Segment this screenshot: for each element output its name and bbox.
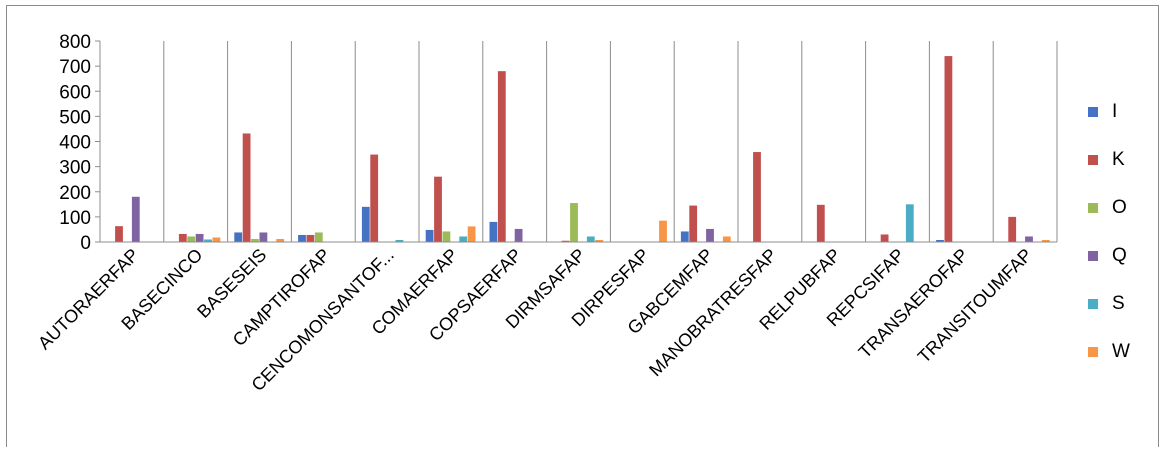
bar-S-dirmsafap [586, 236, 595, 242]
bar-K-cencomonsantof [370, 154, 379, 242]
bar-K-gabcemfap [689, 205, 698, 242]
bar-O-dirmsafap [570, 203, 578, 242]
grid-lines [99, 41, 1058, 242]
y-tick-label: 0 [80, 233, 91, 254]
bar-K-basecinco [178, 233, 187, 242]
bar-W-comaerfap [467, 226, 476, 242]
bar-W-transitoumfap [1041, 239, 1050, 242]
y-tick-label: 400 [59, 133, 91, 154]
legend-swatch [1088, 299, 1098, 309]
bar-K-dirmsafap [561, 240, 570, 242]
x-tick-label: AUTORAERFAP [34, 245, 143, 354]
y-tick-label: 600 [59, 82, 91, 103]
bar-K-relpubfap [816, 204, 825, 242]
bars [115, 56, 1050, 243]
bar-I-cencomonsantof [361, 206, 370, 242]
legend-item: K [1088, 149, 1125, 170]
legend-label: K [1112, 149, 1125, 170]
bar-O-comaerfap [442, 231, 451, 242]
bar-K-autoraerfap [115, 226, 123, 242]
bar-I-copsaerfap [489, 221, 498, 242]
legend-swatch [1088, 155, 1098, 165]
chart-frame [6, 5, 1159, 447]
x-tick-label: TRANSAEROFAP [855, 245, 972, 362]
legend-item: Q [1088, 245, 1127, 266]
bar-I-gabcemfap [680, 231, 689, 242]
legend-label: W [1112, 341, 1130, 362]
bar-K-manobratresfap [753, 152, 761, 242]
legend-item: O [1088, 197, 1127, 218]
bar-S-comaerfap [459, 236, 468, 242]
bar-O-baseseis [251, 238, 259, 242]
bar-W-baseseis [276, 238, 285, 242]
bar-K-baseseis [242, 133, 251, 242]
bar-O-basecinco [187, 236, 196, 242]
y-tick-label: 100 [59, 208, 91, 229]
legend-swatch [1088, 251, 1098, 261]
legend-label: S [1112, 293, 1125, 314]
y-tick-label: 300 [59, 158, 91, 179]
x-tick-label: MANOBRATRESFAP [645, 245, 781, 381]
legend-label: I [1112, 101, 1118, 122]
bar-W-dirmsafap [595, 239, 604, 242]
bar-Q-basecinco [195, 233, 204, 242]
legend-swatch [1088, 107, 1098, 117]
y-tick-label: 700 [59, 57, 91, 78]
bar-S-basecinco [204, 239, 212, 242]
bar-O-camptirofap [314, 232, 323, 242]
x-axis-labels: AUTORAERFAPBASECINCOBASESEISCAMPTIROFAPC… [34, 245, 1036, 395]
bar-I-transaerofap [936, 239, 944, 242]
legend-item: S [1088, 293, 1125, 314]
legend-swatch [1088, 203, 1098, 213]
y-axis-ticks: 0 100 200 300 400 500 600 700 800 [59, 32, 100, 254]
bar-Q-transitoumfap [1025, 236, 1033, 242]
legend-label: O [1112, 197, 1127, 218]
bar-K-transitoumfap [1008, 216, 1017, 242]
x-tick-label: TRANSITOUMFAP [914, 245, 1036, 367]
bar-Q-autoraerfap [131, 196, 140, 242]
y-tick-label: 200 [59, 183, 91, 204]
legend-item: I [1088, 101, 1118, 122]
bar-W-gabcemfap [722, 236, 731, 242]
bar-S-repcsifap [905, 204, 914, 242]
legend-label: Q [1112, 245, 1127, 266]
bar-K-comaerfap [434, 176, 442, 242]
legend-swatch [1088, 347, 1098, 357]
y-tick-label: 800 [59, 32, 91, 53]
bar-I-comaerfap [425, 229, 434, 242]
y-tick-label: 500 [59, 107, 91, 128]
legend-item: W [1088, 341, 1130, 362]
bar-W-basecinco [212, 237, 221, 242]
bar-Q-baseseis [259, 232, 268, 242]
bar-K-repcsifap [880, 234, 889, 242]
bar-I-baseseis [234, 232, 243, 242]
bar-Q-gabcemfap [706, 228, 714, 242]
bar-Q-copsaerfap [514, 228, 523, 242]
bar-K-copsaerfap [497, 71, 506, 243]
bar-W-dirpesfap [659, 220, 667, 242]
bar-K-camptirofap [306, 234, 315, 242]
bar-I-camptirofap [298, 234, 306, 242]
bar-K-transaerofap [944, 56, 953, 243]
bar-S-cencomonsantof [395, 239, 404, 242]
axes [99, 41, 1057, 243]
